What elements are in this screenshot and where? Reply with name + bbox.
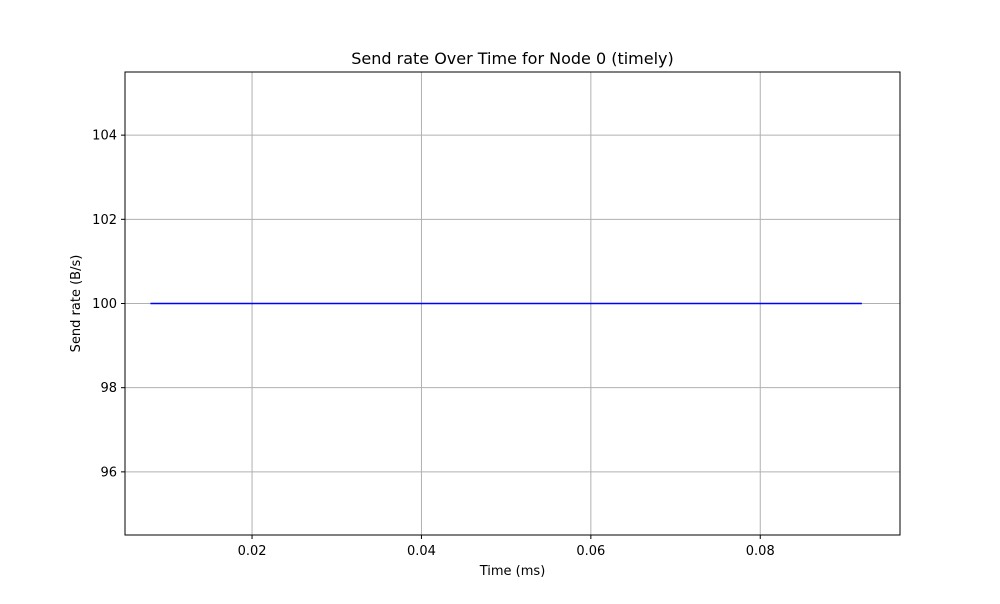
x-tick-label: 0.04 <box>407 544 436 559</box>
y-tick-label: 102 <box>92 213 117 228</box>
x-tick-label: 0.06 <box>576 544 605 559</box>
x-tick-label: 0.02 <box>238 544 267 559</box>
y-tick-label: 100 <box>92 297 117 312</box>
y-tick-label: 96 <box>100 465 117 480</box>
chart-title: Send rate Over Time for Node 0 (timely) <box>351 49 674 68</box>
y-axis: 96 98 100 102 104 <box>92 129 125 480</box>
x-axis: 0.02 0.04 0.06 0.08 <box>238 535 775 559</box>
y-axis-label: Send rate (B/s) <box>69 255 84 353</box>
y-tick-label: 104 <box>92 129 117 144</box>
x-tick-label: 0.08 <box>746 544 775 559</box>
x-axis-label: Time (ms) <box>479 564 546 579</box>
y-tick-label: 98 <box>100 381 117 396</box>
